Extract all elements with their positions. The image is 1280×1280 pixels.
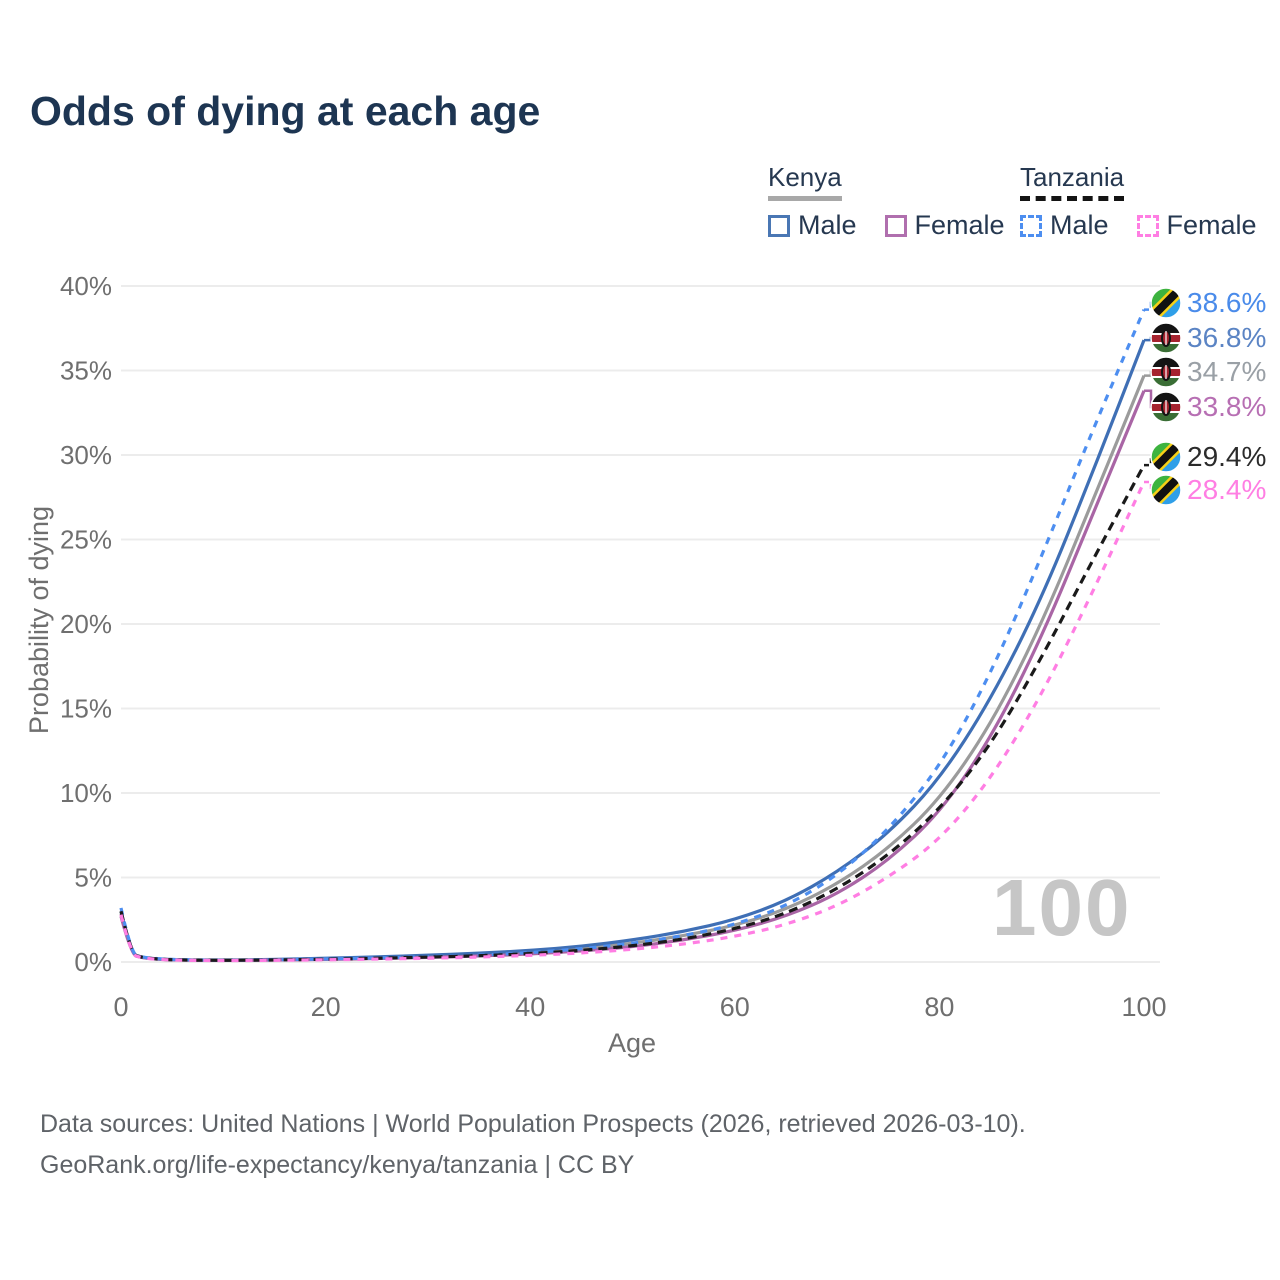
series-end-label-tanzania-male: 38.6% — [1150, 286, 1266, 320]
legend-tanzania-title: Tanzania — [1020, 162, 1125, 201]
series-end-label-kenya-female: 33.8% — [1150, 390, 1266, 424]
x-tick-label: 0 — [113, 992, 128, 1022]
end-value-label: 34.7% — [1187, 356, 1267, 387]
footer-sources-line: Data sources: United Nations | World Pop… — [40, 1110, 1026, 1138]
legend-kenya: Kenya Male Female — [768, 162, 1005, 241]
series-line-tanzania-male — [119, 309, 1146, 962]
end-value-label: 29.4% — [1187, 441, 1267, 472]
tanzania-flag-icon — [1150, 287, 1182, 319]
tanzania-female-swatch-icon — [1136, 214, 1159, 237]
x-tick-label: 100 — [1121, 992, 1166, 1022]
legend-tanzania-male-label: Male — [1050, 210, 1109, 240]
legend-tanzania-female-label: Female — [1166, 210, 1257, 240]
end-value-label: 28.4% — [1187, 474, 1267, 505]
y-tick-label: 15% — [60, 694, 112, 724]
series-end-label-kenya-male: 36.8% — [1150, 321, 1266, 355]
footer-link-line: GeoRank.org/life-expectancy/kenya/tanzan… — [40, 1151, 635, 1179]
x-tick-label: 60 — [720, 992, 750, 1022]
end-value-label: 36.8% — [1187, 322, 1267, 353]
series-line-kenya-male — [119, 339, 1146, 962]
y-tick-label: 25% — [60, 525, 112, 555]
y-tick-label: 0% — [74, 947, 112, 977]
legend-kenya-female-label: Female — [914, 210, 1005, 240]
kenya-flag-icon — [1150, 322, 1182, 354]
kenya-flag-icon — [1150, 356, 1182, 388]
footer: Data sources: United Nations | World Pop… — [40, 1104, 1026, 1186]
x-axis-title: Age — [608, 1028, 656, 1058]
series-line-tanzania-female — [119, 481, 1146, 963]
tanzania-flag-icon — [1150, 441, 1182, 473]
tanzania-male-swatch-icon — [1020, 214, 1042, 237]
x-tick-label: 40 — [515, 992, 545, 1022]
legend-kenya-male-label: Male — [798, 210, 857, 240]
end-value-label: 33.8% — [1187, 391, 1267, 422]
kenya-female-swatch-icon — [884, 214, 907, 237]
y-tick-label: 40% — [60, 271, 112, 301]
legend-tanzania: Tanzania Male Female — [1020, 162, 1257, 241]
y-axis-title: Probability of dying — [24, 506, 54, 734]
x-tick-label: 80 — [924, 992, 954, 1022]
legend-kenya-title: Kenya — [768, 162, 842, 201]
series-line-kenya-female — [119, 390, 1146, 962]
kenya-flag-icon — [1150, 391, 1182, 423]
x-tick-label: 20 — [311, 992, 341, 1022]
tanzania-flag-icon — [1150, 474, 1182, 506]
page-title: Odds of dying at each age — [30, 88, 541, 134]
y-tick-label: 10% — [60, 778, 112, 808]
y-tick-label: 30% — [60, 440, 112, 470]
end-value-label: 38.6% — [1187, 287, 1267, 318]
y-tick-label: 35% — [60, 356, 112, 386]
series-end-label-tanzania-female: 28.4% — [1150, 473, 1266, 507]
series-end-label-tanzania: 29.4% — [1150, 440, 1266, 474]
kenya-male-swatch-icon — [768, 214, 790, 237]
y-tick-label: 5% — [74, 863, 112, 893]
series-end-label-kenya: 34.7% — [1150, 355, 1266, 389]
y-tick-label: 20% — [60, 609, 112, 639]
